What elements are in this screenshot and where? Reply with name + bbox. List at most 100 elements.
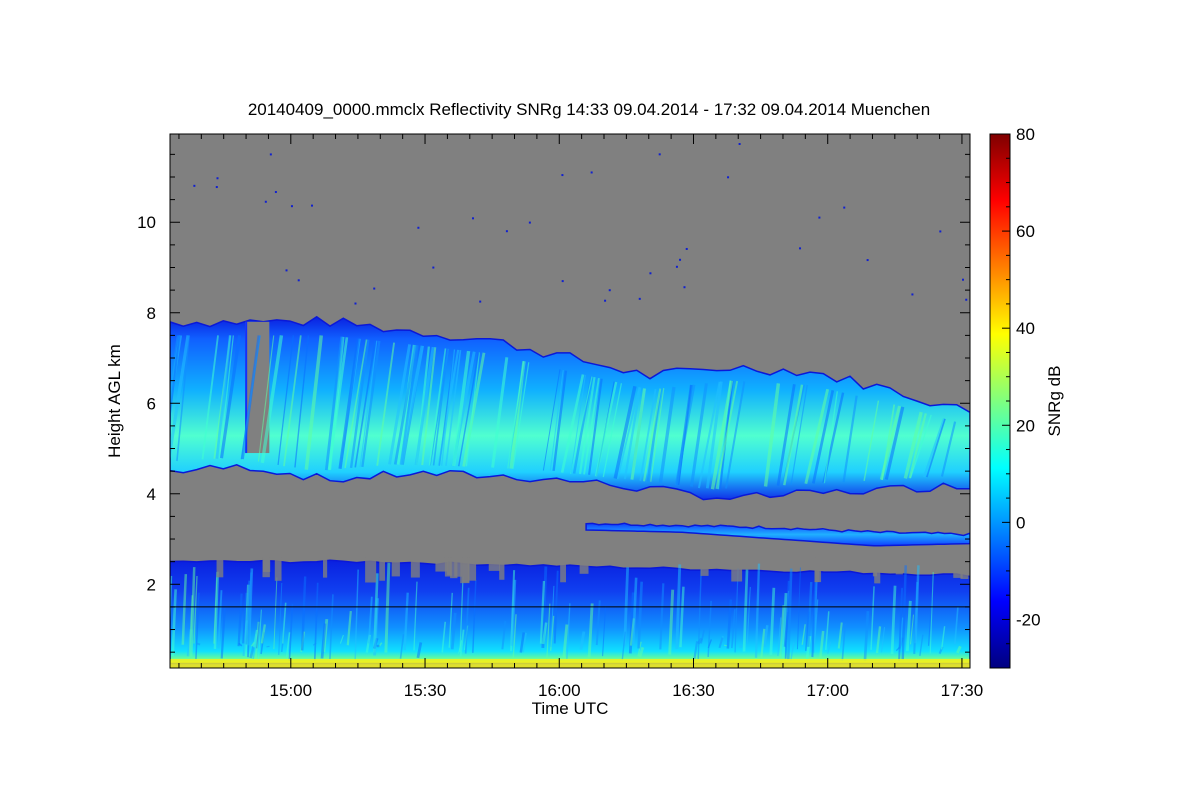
- bl-streak: [763, 625, 769, 647]
- bl-streak: [566, 603, 571, 659]
- fall-streak: [512, 362, 530, 469]
- fall-streak: [804, 388, 830, 485]
- bl-streak: [399, 634, 405, 659]
- fall-streak: [903, 411, 923, 479]
- noise-speckle: [683, 286, 686, 289]
- bl-streak: [637, 641, 642, 657]
- bl-streak: [242, 592, 249, 644]
- bl-streak: [312, 642, 317, 646]
- bl-streak: [285, 632, 291, 658]
- bl-streak: [954, 607, 959, 645]
- bl-streak: [196, 642, 201, 646]
- fall-streak: [359, 340, 378, 468]
- bl-streak: [901, 565, 907, 660]
- noise-speckle: [590, 171, 593, 174]
- y-tick-label: 10: [137, 213, 156, 232]
- fall-streak: [583, 377, 600, 475]
- bl-gap: [874, 557, 881, 584]
- bl-gap: [560, 557, 566, 583]
- bl-streak: [790, 642, 795, 661]
- fall-streak: [354, 340, 376, 468]
- colorbar-tick-label: -20: [1016, 610, 1041, 629]
- fall-streak: [881, 404, 896, 481]
- fall-streak: [304, 335, 323, 470]
- fall-streak: [674, 384, 696, 486]
- cloud-layer-mid-layer: [585, 522, 970, 547]
- bl-gap: [499, 557, 505, 580]
- fall-streak: [338, 338, 360, 469]
- fall-streak: [294, 335, 310, 468]
- bl-streak: [213, 571, 218, 644]
- x-tick-label: 16:30: [672, 681, 715, 700]
- bl-streak: [346, 610, 352, 646]
- bl-streak: [910, 614, 915, 645]
- noise-speckle: [561, 174, 564, 177]
- bl-streak: [213, 571, 220, 649]
- bl-gap: [379, 557, 385, 581]
- bl-streak: [339, 634, 344, 644]
- bl-streak: [313, 582, 319, 661]
- bl-streak: [734, 567, 739, 653]
- bl-streak: [796, 567, 801, 650]
- bl-streak: [693, 641, 699, 662]
- bl-streak: [189, 567, 196, 657]
- fall-streak: [429, 348, 450, 466]
- bl-streak: [459, 629, 465, 657]
- bl-streak: [273, 577, 278, 650]
- fall-streak: [697, 381, 721, 489]
- fall-streak: [176, 335, 190, 462]
- bl-streak: [403, 592, 409, 651]
- fall-streak: [616, 387, 641, 480]
- bl-gap: [462, 557, 470, 583]
- fall-streak: [170, 335, 181, 422]
- fall-streak: [926, 418, 946, 478]
- bl-streak: [760, 628, 766, 659]
- bl-streak: [300, 576, 307, 651]
- bl-streak: [631, 577, 638, 645]
- fall-streak: [602, 383, 623, 478]
- plot-frame: [169, 133, 971, 669]
- bl-streak: [522, 632, 527, 653]
- fall-streak: [884, 406, 905, 480]
- bl-streak: [638, 646, 645, 658]
- bl-streak: [510, 579, 517, 646]
- fall-streak: [909, 414, 932, 479]
- colorbar-axis: -20 0 20 40 60 80: [1002, 125, 1041, 645]
- bl-gap: [262, 557, 270, 578]
- bl-gap: [391, 557, 400, 577]
- fall-streak: [283, 335, 302, 467]
- noise-speckle: [818, 216, 821, 219]
- noise-speckle: [675, 265, 678, 268]
- fall-streak: [491, 357, 509, 468]
- fall-streak: [549, 369, 564, 471]
- fall-streak: [219, 335, 242, 459]
- bl-streak: [256, 617, 261, 649]
- bl-streak: [541, 622, 548, 645]
- noise-speckle: [311, 204, 314, 207]
- noise-speckle: [479, 300, 482, 303]
- y-tick-label: 2: [147, 575, 156, 594]
- bl-streak: [354, 569, 359, 660]
- fall-streak: [170, 335, 180, 408]
- bl-streak: [812, 578, 818, 653]
- noise-speckle: [658, 153, 661, 156]
- bl-streak: [811, 581, 817, 658]
- bl-gap: [435, 557, 449, 572]
- bl-streak: [827, 641, 832, 654]
- bl-streak: [464, 587, 470, 654]
- bl-streak: [181, 574, 188, 645]
- fall-streak: [776, 384, 796, 486]
- fall-streak: [940, 421, 957, 477]
- fall-streak: [842, 395, 858, 483]
- bl-streak: [929, 572, 934, 654]
- bl-streak: [237, 593, 243, 647]
- bl-streak: [870, 586, 875, 650]
- colorbar-tick-label: 0: [1016, 513, 1025, 532]
- noise-speckle: [269, 153, 272, 156]
- fall-streak: [428, 348, 447, 466]
- noise-speckle: [417, 226, 420, 229]
- bl-streak: [249, 645, 255, 659]
- x-axis: 15:00 15:30 16:00 16:30 17:00 17:30: [178, 134, 983, 700]
- noise-speckle: [432, 266, 435, 269]
